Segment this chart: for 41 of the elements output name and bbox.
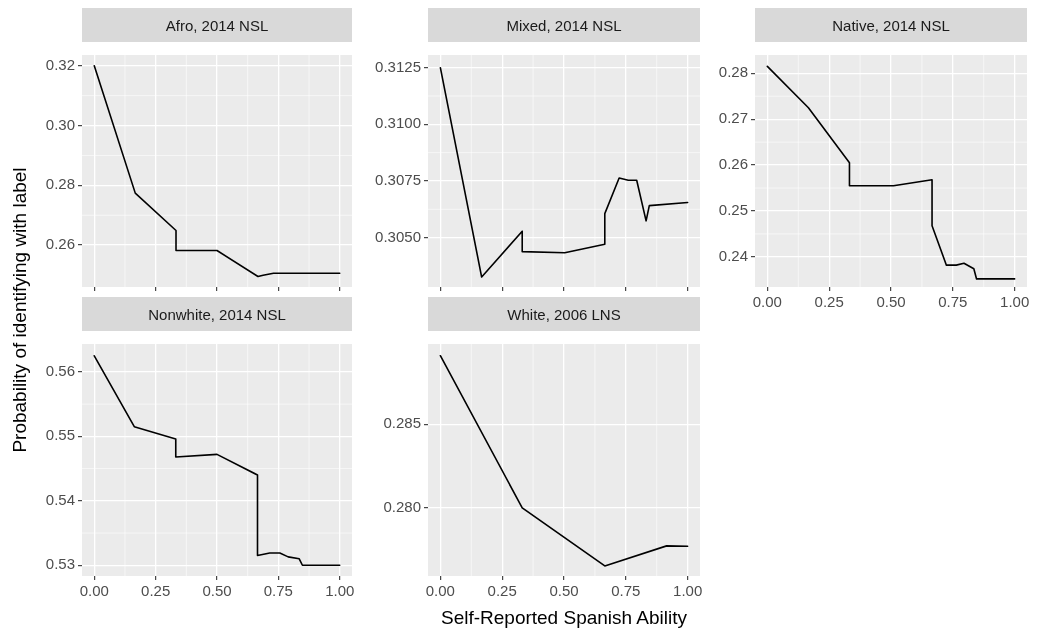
x-tick-label: 0.00 — [79, 582, 109, 600]
x-tick-label: 1.00 — [325, 582, 355, 600]
y-tick-label: 0.3075 — [375, 171, 421, 189]
y-tick-label: 0.55 — [45, 426, 75, 444]
y-tick-label: 0.28 — [45, 175, 75, 193]
x-tick-label: 0.25 — [141, 582, 171, 600]
y-axis-title: Probability of identifying with label — [9, 167, 31, 453]
y-tick-label: 0.30 — [45, 115, 75, 133]
y-tick-label: 0.54 — [45, 490, 75, 508]
x-tick-label: 0.75 — [938, 293, 968, 311]
y-tick-label: 0.53 — [45, 555, 75, 573]
y-tick-label: 0.3050 — [375, 227, 421, 245]
x-tick-label: 0.50 — [202, 582, 232, 600]
x-tick-label: 0.25 — [814, 293, 844, 311]
x-tick-label: 1.00 — [673, 582, 703, 600]
y-tick-label: 0.3125 — [375, 57, 421, 75]
chart-title: White, 2006 LNS — [428, 297, 700, 331]
x-tick-label: 0.50 — [549, 582, 579, 600]
x-tick-label: 0.50 — [876, 293, 906, 311]
y-tick-label: 0.26 — [45, 235, 75, 253]
y-tick-label: 0.28 — [718, 63, 748, 81]
y-tick-label: 0.285 — [383, 414, 421, 432]
x-tick-label: 0.25 — [487, 582, 517, 600]
chart-title: Nonwhite, 2014 NSL — [82, 297, 352, 331]
chart-title: Afro, 2014 NSL — [82, 8, 352, 42]
chart-title: Native, 2014 NSL — [755, 8, 1027, 42]
x-axis-title: Self-Reported Spanish Ability — [440, 607, 688, 629]
y-tick-label: 0.27 — [718, 109, 748, 127]
x-tick-label: 1.00 — [1000, 293, 1030, 311]
y-tick-label: 0.56 — [45, 362, 75, 380]
chart-title: Mixed, 2014 NSL — [428, 8, 700, 42]
y-tick-label: 0.3100 — [375, 114, 421, 132]
y-tick-label: 0.280 — [383, 498, 421, 516]
x-tick-label: 0.75 — [611, 582, 641, 600]
y-tick-label: 0.26 — [718, 155, 748, 173]
x-tick-label: 0.00 — [425, 582, 455, 600]
x-tick-label: 0.75 — [263, 582, 293, 600]
x-tick-label: 0.00 — [752, 293, 782, 311]
y-tick-label: 0.32 — [45, 55, 75, 73]
y-tick-label: 0.24 — [718, 247, 748, 265]
y-tick-label: 0.25 — [718, 201, 748, 219]
